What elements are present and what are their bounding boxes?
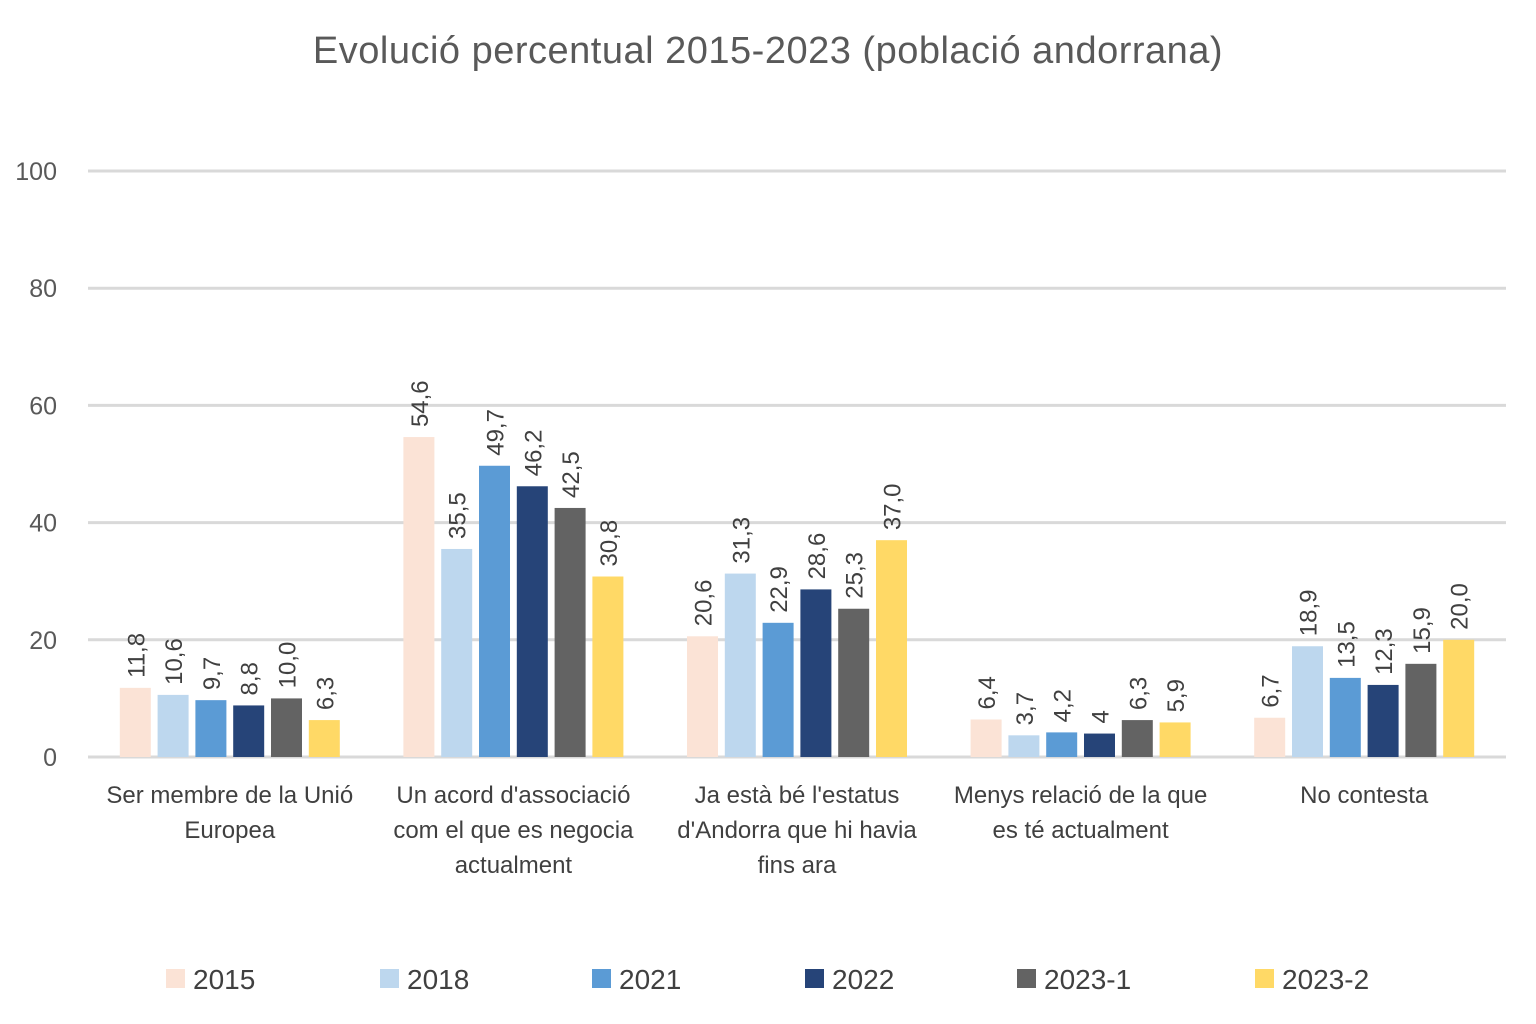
bar [1254,717,1286,757]
bar [308,720,340,757]
legend-label: 2022 [832,964,894,995]
bar [233,705,265,757]
data-label: 10,0 [275,642,302,689]
data-label: 6,7 [1258,674,1285,707]
y-tick-label: 40 [29,510,57,538]
y-tick-label: 20 [29,627,57,655]
bar [687,636,718,757]
category-label: fins ara [758,852,837,879]
category-label: es té actualment [993,817,1169,844]
legend-label: 2018 [407,964,469,995]
bar [876,540,907,757]
legend-swatch [380,969,399,988]
data-label: 8,8 [237,662,264,695]
chart-title: Evolució percentual 2015-2023 (població … [312,30,1224,72]
data-label: 31,3 [728,517,755,564]
data-label: 42,5 [558,451,585,498]
data-label: 20,0 [1447,583,1474,630]
bar [516,486,548,757]
data-label: 4,2 [1050,689,1077,722]
legend-swatch [805,969,824,988]
bars [119,437,1475,757]
bar [441,548,473,757]
legend-swatch [1255,969,1274,988]
bar [838,608,870,757]
category-label: Un acord d'associació [396,782,630,809]
legend-label: 2023-2 [1282,964,1369,995]
bar [157,694,189,757]
y-axis-ticks: 0 20 40 60 80 100 [15,158,57,772]
legend-label: 2021 [619,964,681,995]
data-label: 10,6 [161,638,188,685]
data-label: 15,9 [1409,607,1436,654]
bar [479,465,510,757]
data-label: 35,5 [445,492,472,539]
bar [1329,677,1361,757]
data-label: 37,0 [880,483,907,530]
data-label: 5,9 [1163,679,1190,712]
data-label: 30,8 [596,520,623,567]
category-label: d'Andorra que hi havia [677,817,917,844]
legend-swatch [1017,969,1036,988]
data-label: 54,6 [407,380,434,427]
bar [1084,733,1115,757]
y-tick-label: 80 [29,275,57,303]
category-label: Europea [184,817,275,844]
data-label: 12,3 [1371,628,1398,675]
category-label: No contesta [1300,782,1429,809]
bar [1121,720,1153,757]
bar [195,700,227,757]
bar [970,719,1002,757]
category-label: Ser membre de la Unió [106,782,353,809]
data-label: 18,9 [1296,590,1323,637]
legend-label: 2023-1 [1044,964,1131,995]
bar [1046,732,1078,757]
bar [1008,735,1040,757]
y-tick-label: 100 [15,158,57,186]
category-labels: Ser membre de la Unió Europea Un acord d'a… [106,782,1428,879]
legend-label: 2015 [193,964,255,995]
bar [592,576,624,757]
data-label: 6,3 [312,677,339,710]
data-label: 9,7 [199,657,226,690]
data-label: 4 [1088,710,1115,723]
category-label: actualment [455,852,573,879]
bar [724,573,756,757]
bar [1443,639,1475,757]
category-label: Ja està bé l'estatus [695,782,900,809]
category-label: Menys relació de la que [954,782,1207,809]
bar [403,437,435,757]
data-label: 6,4 [974,676,1001,709]
data-label: 25,3 [842,552,869,599]
data-label: 3,7 [1012,692,1039,725]
data-label: 20,6 [691,580,718,627]
bar [1405,663,1437,757]
data-label: 49,7 [483,409,510,456]
data-label: 46,2 [520,430,547,477]
bar [271,698,302,757]
bar [800,589,832,757]
data-label: 11,8 [123,633,150,678]
data-label: 22,9 [766,566,793,613]
bar [1292,646,1323,757]
bar [1159,722,1191,757]
bar [119,687,151,757]
data-label: 6,3 [1125,677,1152,710]
legend: 2015 2018 2021 2022 2023-1 2023-2 [166,964,1369,995]
legend-swatch [166,969,185,988]
legend-swatch [592,969,611,988]
data-labels: 11,8 10,6 9,7 8,8 10,0 6,3 54,6 35,5 49,7 46,2 42,… [123,380,1473,725]
bar [554,507,586,757]
bar [762,622,794,757]
y-tick-label: 0 [43,744,57,772]
category-label: com el que es negocia [393,817,634,844]
bar [1367,684,1399,757]
data-label: 28,6 [804,533,831,580]
y-tick-label: 60 [29,392,57,420]
data-label: 13,5 [1333,621,1360,668]
